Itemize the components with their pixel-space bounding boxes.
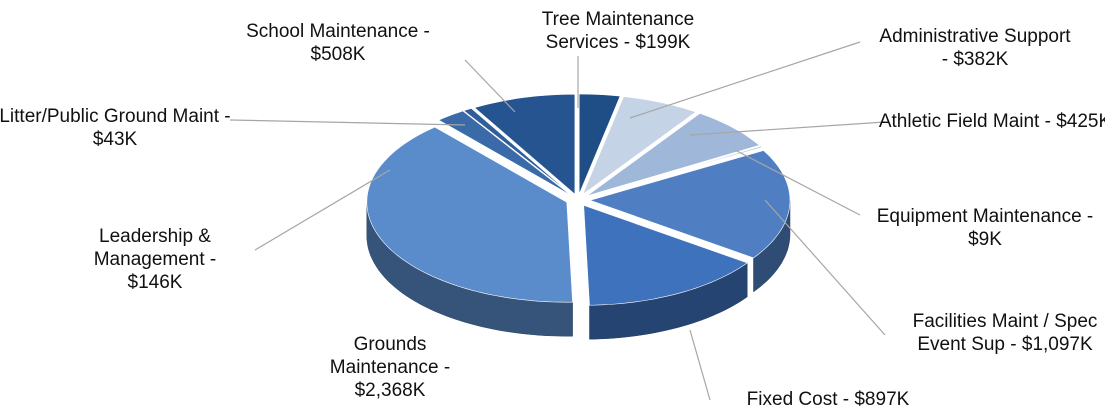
leader-line	[689, 329, 711, 401]
data-label: Athletic Field Maint - $425K	[878, 111, 1105, 132]
slice	[586, 113, 760, 197]
leader-line	[629, 41, 861, 119]
data-label: Tree Maintenance Services - $199K	[541, 9, 695, 53]
data-label: School Maintenance - $508K	[246, 21, 430, 65]
slice	[583, 204, 748, 306]
leader-line	[734, 149, 861, 216]
data-label: Equipment Maintenance - $9K	[876, 206, 1094, 250]
slice	[463, 108, 572, 196]
slice	[588, 146, 763, 198]
slice	[582, 96, 697, 196]
data-label: Grounds Maintenance - $2,368K	[329, 334, 451, 401]
slice	[438, 110, 571, 196]
slice	[366, 126, 573, 303]
leader-line	[254, 169, 391, 251]
leader-line	[764, 199, 886, 336]
leader-line	[689, 121, 886, 136]
slice	[473, 93, 576, 195]
data-label: Litter/Public Ground Maint - $43K	[0, 106, 231, 150]
data-label: Leadership & Management - $146K	[93, 226, 217, 293]
data-label: Fixed Cost - $897K	[746, 389, 910, 410]
leader-line	[464, 59, 516, 113]
data-label: Administrative Support - $382K	[879, 26, 1071, 70]
data-label: Facilities Maint / Spec Event Sup - $1,0…	[912, 311, 1098, 355]
leader-line	[229, 119, 466, 126]
slice	[589, 150, 791, 259]
slice	[578, 93, 621, 195]
